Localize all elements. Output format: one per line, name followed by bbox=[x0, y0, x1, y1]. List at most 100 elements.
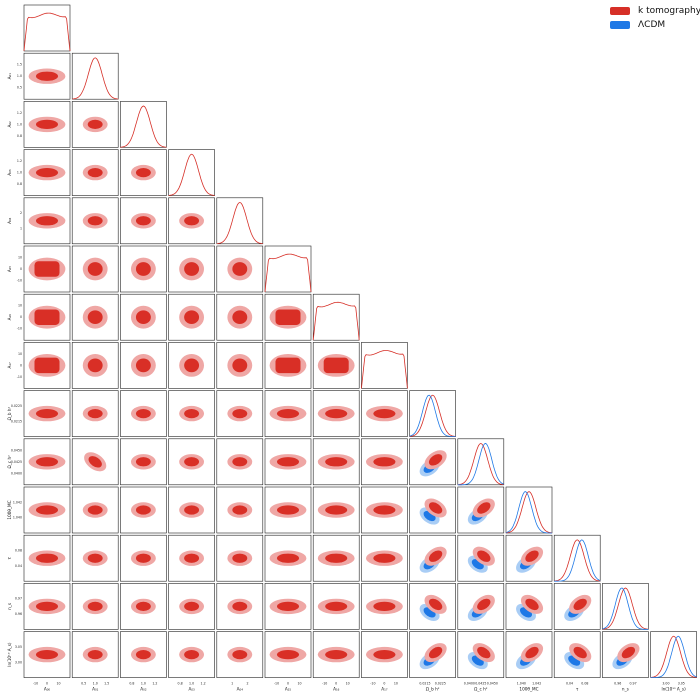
contour-k-tomography bbox=[130, 646, 156, 663]
contour-k-tomography bbox=[227, 405, 253, 422]
x-tick-label: 10 bbox=[394, 682, 398, 686]
panel-6-1 bbox=[71, 293, 119, 341]
x-tick-label: 1.0 bbox=[141, 682, 146, 686]
panel-11-0: τ 0.04 0.08 bbox=[7, 534, 71, 582]
contour-k-tomography-68 bbox=[87, 310, 103, 325]
contour-k-tomography bbox=[179, 353, 205, 377]
x-tick-label: 0.0215 bbox=[419, 682, 430, 686]
contour-k-tomography-68 bbox=[232, 601, 248, 612]
contour-k-tomography-68 bbox=[276, 408, 300, 419]
panel-frame bbox=[264, 245, 312, 293]
panel-2-0: A₀₂ 0.8 1.0 1.2 bbox=[7, 101, 71, 148]
contour-k-tomography-68 bbox=[135, 262, 151, 276]
y-tick-label: 0.0425 bbox=[11, 460, 22, 464]
contour-k-tomography-68 bbox=[35, 553, 59, 563]
diag-panel-4 bbox=[216, 197, 264, 245]
diag-panel-12 bbox=[602, 583, 649, 630]
panel-8-6 bbox=[312, 390, 360, 437]
x-tick-label: 0.8 bbox=[129, 682, 134, 686]
contour-k-tomography-68 bbox=[232, 649, 248, 660]
panel-8-0: Ω_b h²0.0215 0.0225 bbox=[7, 390, 71, 437]
panel-3-2 bbox=[120, 149, 167, 196]
contour-k-tomography-68 bbox=[373, 601, 396, 612]
panel-8-7 bbox=[361, 390, 408, 437]
contour-k-tomography-68 bbox=[477, 598, 491, 611]
contour-k-tomography bbox=[130, 213, 156, 229]
panel-12-3 bbox=[168, 583, 215, 630]
x-axis-label-10: 100θ_MC bbox=[519, 687, 538, 692]
contour-k-tomography-68 bbox=[325, 505, 348, 515]
panel-9-5 bbox=[264, 438, 312, 486]
y-tick-label: -10 bbox=[17, 327, 22, 331]
contour-k-tomography bbox=[520, 546, 544, 566]
contour-k-tomography bbox=[317, 353, 355, 377]
contour-k-tomography bbox=[366, 502, 403, 518]
marginal-k-tomography bbox=[120, 105, 167, 148]
legend-entry-k-tomography: k tomography bbox=[610, 4, 700, 18]
panel-6-2 bbox=[120, 293, 167, 341]
y-axis-label-6: A₁₆ bbox=[7, 314, 12, 321]
contour-k-tomography-68 bbox=[87, 553, 103, 563]
contour-k-tomography bbox=[472, 546, 495, 566]
panel-frame bbox=[312, 293, 360, 341]
contour-k-tomography-68 bbox=[35, 601, 59, 612]
panel-12-8 bbox=[409, 583, 456, 630]
y-axis-label-2: A₀₂ bbox=[7, 121, 12, 128]
contour-k-tomography bbox=[28, 164, 66, 181]
contour-k-tomography-68 bbox=[87, 167, 103, 178]
panel-frame bbox=[71, 52, 119, 100]
diag-panel-11 bbox=[553, 534, 601, 582]
panel-10-7 bbox=[361, 486, 408, 534]
contour-k-tomography bbox=[424, 498, 447, 518]
y-tick-label: 10 bbox=[18, 352, 22, 356]
diag-panel-1 bbox=[71, 52, 119, 100]
contour-k-tomography-68 bbox=[135, 601, 151, 612]
panel-11-1 bbox=[71, 534, 119, 582]
contour-k-tomography bbox=[82, 502, 108, 518]
x-tick-label: 0.0450 bbox=[487, 682, 498, 686]
panel-4-0: A₀₄ 1 2 bbox=[7, 197, 71, 245]
panel-9-7 bbox=[361, 438, 408, 486]
contour-k-tomography bbox=[472, 643, 495, 663]
panel-2-1 bbox=[71, 101, 119, 148]
panel-10-1 bbox=[71, 486, 119, 534]
marginal-k-tomography bbox=[23, 12, 71, 52]
y-tick-label: 1.040 bbox=[13, 516, 22, 520]
contour-k-tomography-68 bbox=[276, 553, 300, 563]
contour-k-tomography-68 bbox=[87, 262, 103, 276]
contour-k-tomography bbox=[130, 598, 156, 615]
x-tick-label: 0.0400 bbox=[464, 682, 475, 686]
contour-k-tomography-68 bbox=[525, 646, 539, 659]
contour-k-tomography bbox=[28, 257, 66, 281]
contour-k-tomography bbox=[227, 353, 253, 377]
contour-k-tomography-68 bbox=[477, 502, 491, 514]
contour-k-tomography-68 bbox=[87, 216, 103, 226]
panel-11-5 bbox=[264, 534, 312, 582]
contour-k-tomography-68 bbox=[184, 262, 200, 276]
contour-k-tomography bbox=[82, 305, 108, 329]
contour-k-tomography-68 bbox=[276, 505, 300, 515]
x-tick-label: 0.96 bbox=[614, 682, 621, 686]
panel-9-2 bbox=[120, 438, 167, 486]
contour-k-tomography-68 bbox=[325, 553, 348, 563]
contour-k-tomography-68 bbox=[325, 649, 348, 660]
x-axis-label-0: A₀₀ bbox=[44, 687, 51, 692]
y-tick-label: 1.0 bbox=[17, 171, 22, 175]
contour-k-tomography-68 bbox=[373, 649, 396, 660]
y-tick-label: 10 bbox=[18, 304, 22, 308]
x-axis-label-8: Ω_b h² bbox=[426, 687, 440, 692]
panel-8-3 bbox=[168, 390, 215, 437]
contour-k-tomography-68 bbox=[35, 216, 59, 226]
panel-12-5 bbox=[264, 583, 312, 630]
marginal-lcdm bbox=[554, 539, 601, 582]
contour-k-tomography bbox=[179, 598, 205, 615]
contour-k-tomography bbox=[82, 646, 108, 663]
contour-k-tomography-68 bbox=[275, 357, 301, 374]
contour-k-tomography-68 bbox=[135, 408, 151, 419]
contour-k-tomography-68 bbox=[35, 649, 59, 660]
x-axis-label-12: n_s bbox=[622, 687, 629, 692]
contour-k-tomography-68 bbox=[325, 408, 348, 419]
panel-9-8 bbox=[409, 438, 456, 486]
y-tick-label: -10 bbox=[17, 375, 22, 379]
